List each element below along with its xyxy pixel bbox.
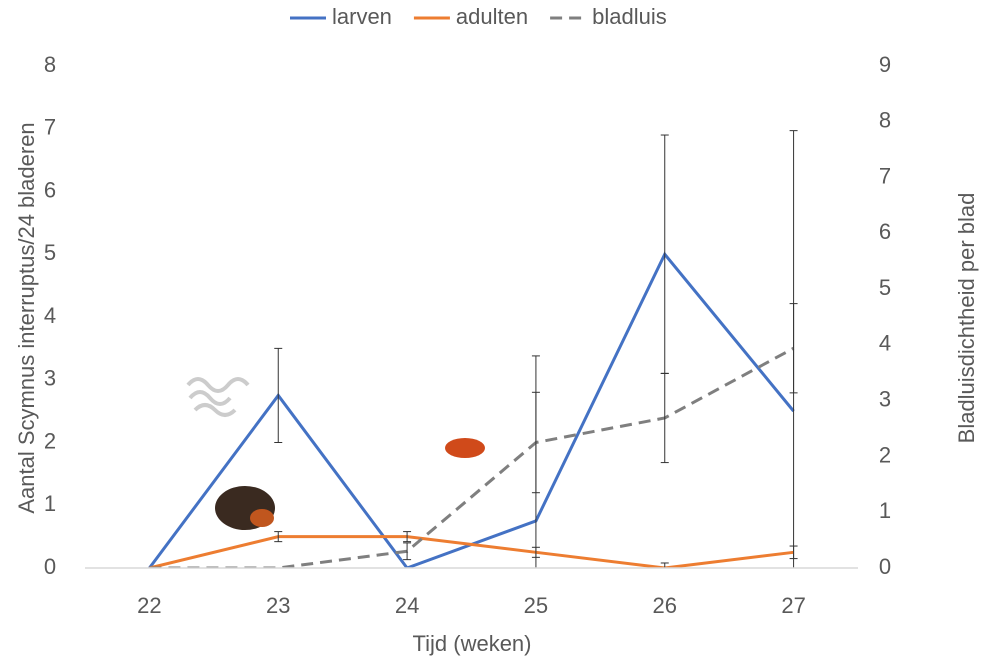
error-bar bbox=[660, 562, 669, 568]
y-tick-label: 5 bbox=[44, 240, 56, 265]
series-line bbox=[149, 535, 794, 568]
y2-tick-label: 6 bbox=[879, 219, 891, 244]
y-tick-label: 1 bbox=[44, 491, 56, 516]
y-tick-label: 7 bbox=[44, 115, 56, 140]
y2-tick-label: 7 bbox=[879, 163, 891, 188]
y2-tick-label: 4 bbox=[879, 331, 891, 356]
x-tick-label: 22 bbox=[137, 593, 161, 618]
x-axis-title: Tijd (weken) bbox=[413, 631, 532, 656]
y-tick-label: 0 bbox=[44, 554, 56, 579]
y-tick-label: 3 bbox=[44, 366, 56, 391]
error-bar bbox=[660, 134, 669, 374]
y2-axis-title: Bladluisdichtheid per blad bbox=[954, 193, 979, 444]
y-tick-label: 8 bbox=[44, 52, 56, 77]
y-tick-label: 2 bbox=[44, 428, 56, 453]
y2-tick-label: 9 bbox=[879, 52, 891, 77]
y2-tick-label: 5 bbox=[879, 275, 891, 300]
legend-label: larven bbox=[332, 4, 392, 29]
x-tick-label: 27 bbox=[781, 593, 805, 618]
y2-tick-label: 3 bbox=[879, 386, 891, 411]
error-bar bbox=[789, 130, 798, 568]
error-bar bbox=[403, 531, 412, 543]
error-bar bbox=[660, 372, 669, 464]
x-tick-label: 23 bbox=[266, 593, 290, 618]
error-bar bbox=[789, 545, 798, 560]
x-tick-label: 24 bbox=[395, 593, 419, 618]
decoration bbox=[186, 377, 485, 530]
series-line bbox=[149, 346, 795, 568]
x-tick-label: 26 bbox=[653, 593, 677, 618]
error-bar bbox=[403, 542, 412, 561]
y2-tick-label: 8 bbox=[879, 108, 891, 133]
error-bar bbox=[531, 391, 540, 494]
y2-tick-label: 0 bbox=[879, 554, 891, 579]
error-bar bbox=[789, 303, 798, 394]
y-tick-label: 6 bbox=[44, 177, 56, 202]
error-bar bbox=[274, 347, 283, 443]
y2-tick-label: 1 bbox=[879, 498, 891, 523]
y-tick-label: 4 bbox=[44, 303, 56, 328]
legend-label: adulten bbox=[456, 4, 528, 29]
error-bar bbox=[274, 531, 283, 543]
x-tick-label: 25 bbox=[524, 593, 548, 618]
error-bar bbox=[531, 546, 540, 558]
plot-area bbox=[148, 130, 798, 568]
legend-label: bladluis bbox=[592, 4, 667, 29]
y2-tick-label: 2 bbox=[879, 442, 891, 467]
y-axis-title: Aantal Scymnus interruptus/24 bladeren bbox=[14, 122, 39, 513]
